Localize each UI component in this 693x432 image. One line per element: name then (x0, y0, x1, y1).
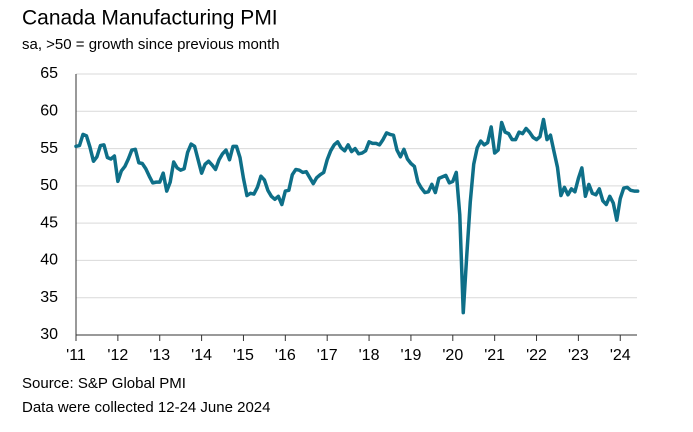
chart-title: Canada Manufacturing PMI (22, 7, 278, 30)
x-tick-label: '23 (568, 347, 589, 364)
x-tick-label: '22 (526, 347, 547, 364)
x-tick-label: '21 (484, 347, 505, 364)
data-line (74, 117, 640, 315)
x-tick-label: '15 (233, 347, 254, 364)
x-tick-label: '24 (610, 347, 631, 364)
y-tick-label: 65 (40, 65, 58, 82)
collection-note: Data were collected 12-24 June 2024 (22, 399, 271, 416)
y-tick-label: 35 (40, 289, 58, 306)
y-tick-label: 55 (40, 140, 58, 157)
x-tick-label: '14 (191, 347, 212, 364)
y-tick-label: 45 (40, 214, 58, 231)
x-tick-label: '17 (317, 347, 338, 364)
x-tick-label: '18 (359, 347, 380, 364)
y-tick-label: 30 (40, 326, 58, 343)
chart-subtitle: sa, >50 = growth since previous month (22, 36, 280, 53)
x-tick-label: '12 (107, 347, 128, 364)
x-tick-label: '13 (149, 347, 170, 364)
x-tick-label: '19 (400, 347, 421, 364)
x-tick-label: '11 (66, 347, 86, 364)
x-tick-label: '20 (442, 347, 463, 364)
source-note: Source: S&P Global PMI (22, 375, 186, 392)
x-tick-label: '16 (275, 347, 296, 364)
y-tick-label: 50 (40, 177, 58, 194)
y-tick-label: 60 (40, 103, 58, 120)
y-tick-label: 40 (40, 252, 58, 269)
